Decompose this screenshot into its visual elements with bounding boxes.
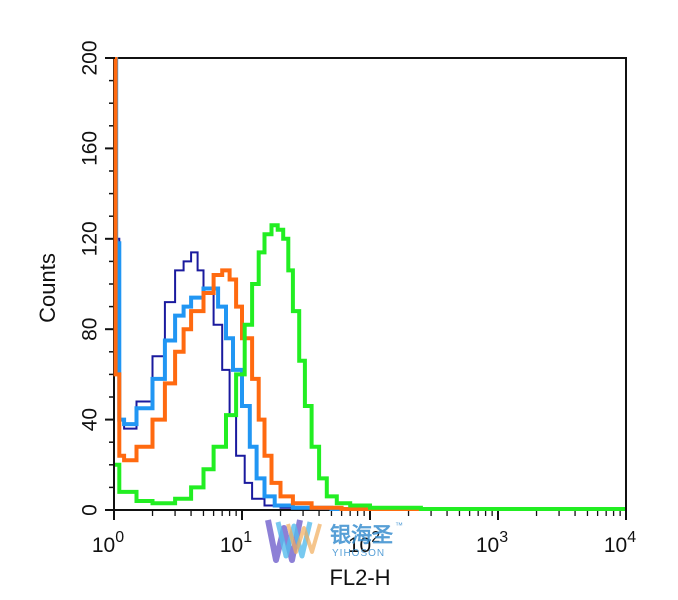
series-line-4 — [115, 223, 625, 511]
x-tick-label: 101 — [220, 529, 252, 557]
series-layer — [113, 57, 625, 511]
x-tick-label: 103 — [476, 529, 508, 557]
series-line-1 — [114, 58, 625, 510]
series-line-3 — [113, 57, 625, 511]
x-tick-label: 100 — [92, 529, 124, 557]
plot-frame — [113, 57, 627, 511]
y-tick-label: 40 — [79, 408, 102, 431]
y-tick-label: 0 — [79, 504, 102, 516]
y-tick-label: 200 — [79, 40, 102, 75]
series-line-2 — [114, 57, 625, 511]
y-axis-title: Counts — [35, 253, 60, 323]
watermark-cn: 银海圣 — [330, 523, 394, 547]
y-tick-label: 160 — [79, 131, 102, 166]
x-axis-title: FL2-H — [329, 565, 390, 590]
watermark-tm: ™ — [395, 521, 403, 530]
watermark: 银海圣 ™ YIHOSON — [265, 519, 403, 563]
y-tick-label: 120 — [79, 221, 102, 256]
y-tick-label: 80 — [79, 318, 102, 341]
watermark-en: YIHOSON — [332, 548, 385, 559]
x-tick-label: 104 — [604, 529, 636, 557]
